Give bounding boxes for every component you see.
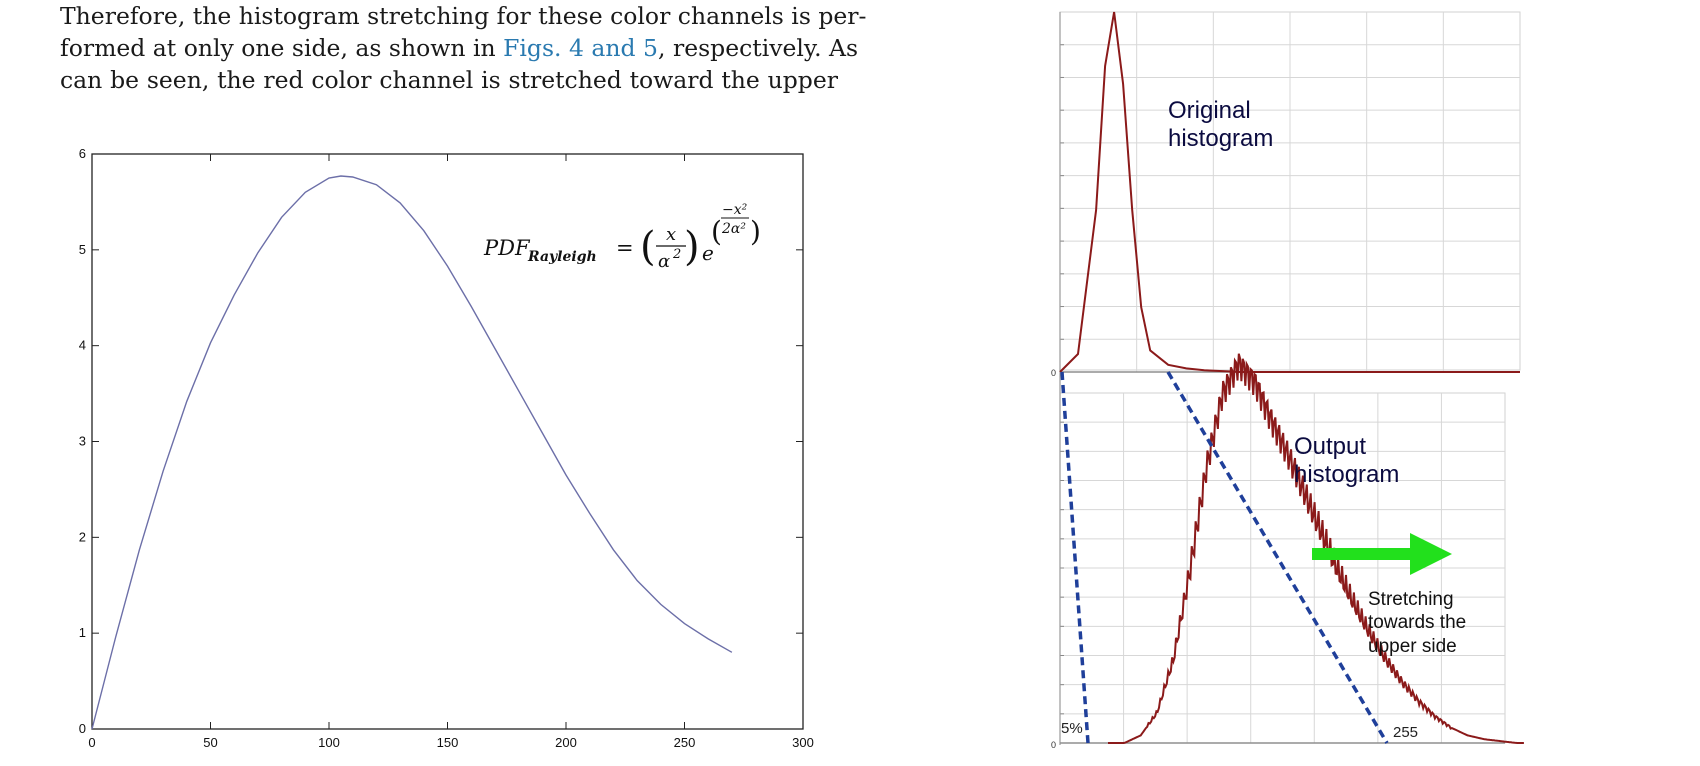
formula-denominator-power: 2 [672,247,681,262]
zero-marker-bottom: 0 [1051,740,1056,750]
output-label-line1: Output [1294,433,1366,460]
formula-subscript: Rayleigh [527,249,597,265]
paragraph-line-2-end: , respectively. As [658,34,859,62]
paragraph-line-1: Therefore, the histogram stretching for … [60,2,867,30]
output-histogram-curve [1108,353,1524,744]
formula-exp-numerator: −x² [722,202,748,218]
stretch-arrow-icon [1312,533,1452,575]
formula-exp-paren-right: ) [750,215,761,248]
original-histogram-panel: Original histogram 0 [1051,11,1521,378]
formula-equals: = [616,236,634,260]
paragraph-line-2: formed at only one side, as shown in Fig… [60,32,858,64]
x-tick-label: 100 [318,735,340,750]
high-mapping-line [1166,371,1389,744]
formula-exp-denominator: 2α² [721,221,746,237]
high-value-marker: 255 [1393,724,1418,741]
formula-denominator: α [658,251,670,272]
x-tick-label: 0 [88,735,95,750]
y-tick-label: 3 [79,434,86,449]
rayleigh-curve [91,175,733,730]
y-ticks: 0 1 2 3 4 5 6 [79,146,803,736]
low-percent-marker: 5% [1061,720,1083,737]
formula-lhs: PDF [483,236,531,260]
output-histogram-grid [1060,393,1505,743]
original-histogram-grid [1060,12,1520,372]
rayleigh-pdf-chart: 0 1 2 3 4 5 6 0 50 100 150 200 250 300 PDF Rayleigh … [79,146,814,750]
paragraph-line-2-start: formed at only one side, as shown in [60,34,504,62]
low-mapping-line [1060,371,1090,744]
y-tick-label: 6 [79,146,86,161]
formula-paren-right: ) [684,224,700,270]
y-tick-label: 0 [79,721,86,736]
x-tick-label: 250 [674,735,696,750]
formula-annotation: PDF Rayleigh = ( x α 2 ) e ( −x² 2α² ) [483,202,761,272]
paragraph: Therefore, the histogram stretching for … [60,0,867,96]
x-tick-label: 200 [555,735,577,750]
formula-numerator: x [666,224,676,245]
y-tick-label: 5 [79,242,86,257]
y-tick-label: 1 [79,625,86,640]
output-label-line2: histogram [1294,461,1399,488]
formula-paren-left: ( [640,224,656,270]
zero-marker-top: 0 [1051,368,1056,378]
arrow-text-line2: towards the [1368,612,1466,633]
output-histogram-panel: Output histogram Stretching towards the … [1051,353,1524,750]
paragraph-line-3: can be seen, the red color channel is st… [60,66,838,94]
x-tick-label: 300 [792,735,814,750]
original-label-line2: histogram [1168,125,1273,152]
x-tick-label: 150 [437,735,459,750]
figure-link[interactable]: Figs. 4 and 5 [503,34,659,62]
formula-base: e [702,241,714,265]
y-tick-label: 4 [79,338,86,353]
arrow-text-line3: upper side [1368,636,1457,657]
original-label-line1: Original [1168,97,1251,124]
arrow-text-line1: Stretching [1368,589,1454,610]
original-histogram-curve [1059,11,1520,373]
x-tick-label: 50 [203,735,217,750]
plot-frame [91,153,804,730]
x-ticks: 0 50 100 150 200 250 300 [88,154,814,750]
y-tick-label: 2 [79,529,86,544]
formula-exp-paren-left: ( [711,215,722,248]
histogram-stretching-figure: Original histogram 0 Output histogram St… [1051,11,1524,750]
